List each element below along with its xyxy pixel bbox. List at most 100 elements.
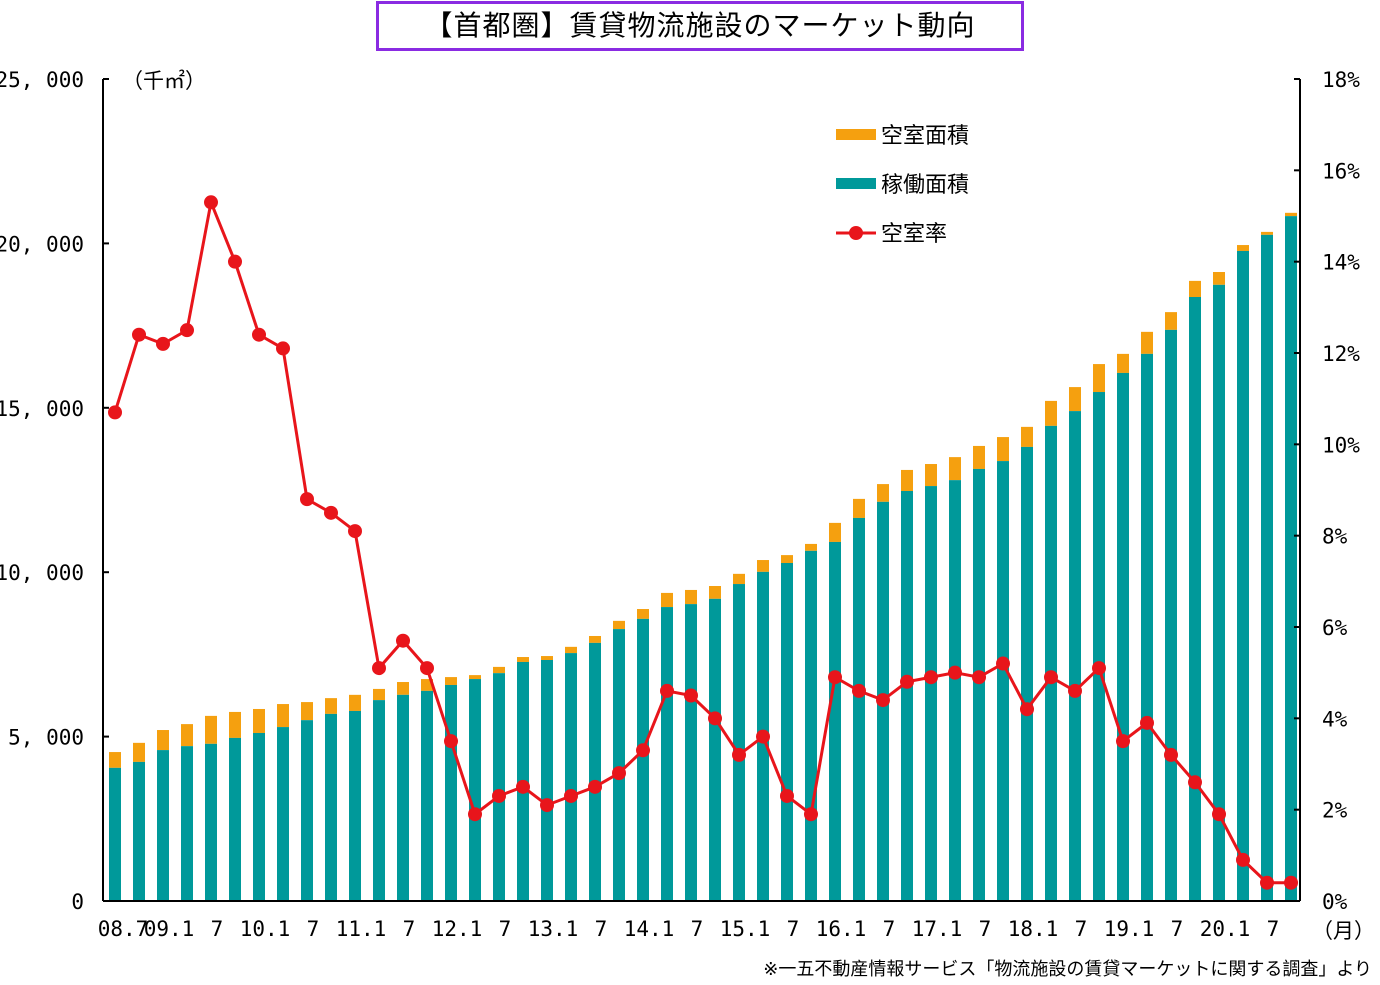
bar-occupied-area [637,618,649,901]
vacancy-rate-point [372,661,386,676]
vacancy-rate-point [612,766,626,781]
bar-vacant-area [1189,280,1201,297]
vacancy-rate-point [756,729,770,744]
vacancy-rate-point [828,670,842,685]
bar-occupied-area [997,461,1009,901]
bar-occupied-area [421,690,433,901]
bar-occupied-area [397,694,409,901]
bar-vacant-area [637,609,649,619]
vacancy-rate-point [444,734,458,749]
x-tick-label: 13.1 [528,917,579,941]
vacancy-rate-point [1140,715,1154,730]
legend-label-vacant: 空室面積 [881,124,969,149]
bar-vacant-area [805,543,817,551]
bar-vacant-area [757,560,769,572]
left-tick-label: 20, 000 [0,232,84,256]
bar-vacant-area [973,445,985,469]
legend: 空室面積 稼働面積 空室率 [836,124,969,247]
vacancy-rate-point [732,747,746,762]
bar-vacant-area [565,646,577,654]
bar-vacant-area [325,698,337,714]
bar-vacant-area [349,694,361,711]
bar-vacant-area [1141,331,1153,354]
x-tick-label: 11.1 [336,917,387,941]
bar-occupied-area [613,629,625,901]
bar-vacant-area [109,752,121,768]
bar-vacant-area [1045,400,1057,426]
bar-occupied-area [1141,353,1153,901]
bar-occupied-area [541,659,553,901]
bar-occupied-area [1021,446,1033,901]
vacancy-rate-point [228,254,242,269]
left-axis-unit: （千㎡） [122,69,206,93]
bar-occupied-area [349,710,361,901]
footnote: ※一五不動産情報サービス「物流施設の賃貸マーケットに関する調査」より [763,959,1372,980]
vacancy-rate-point [348,524,362,539]
vacancy-rate-point [708,711,722,726]
vacancy-rate-point [252,327,266,342]
bar-occupied-area [829,541,841,901]
x-axis-unit: （月） [1312,919,1375,943]
bar-occupied-area [1189,296,1201,901]
bar-occupied-area [133,761,145,901]
bar-vacant-area [1261,231,1273,235]
bar-occupied-area [157,750,169,901]
bar-vacant-area [133,742,145,762]
vacancy-rate-point [564,788,578,803]
legend-swatch-vacant [836,129,876,140]
vacancy-rate-point [1284,875,1298,890]
bar-vacant-area [733,573,745,585]
vacancy-rate-point [924,670,938,685]
vacancy-rate-point [420,661,434,676]
bar-occupied-area [253,732,265,901]
bar-vacant-area [469,675,481,680]
bar-vacant-area [229,711,241,738]
vacancy-rate-point [396,633,410,648]
x-tick-label: 15.1 [720,917,771,941]
bar-occupied-area [493,673,505,901]
bar-occupied-area [325,713,337,901]
bar-occupied-area [853,517,865,901]
x-tick-label: 7 [1075,917,1088,941]
vacancy-rate-point [540,798,554,813]
bar-occupied-area [445,684,457,901]
bar-occupied-area [949,480,961,901]
right-tick-label: 16% [1322,159,1360,183]
left-tick-label: 25, 000 [0,68,84,92]
bar-vacant-area [373,688,385,701]
vacancy-rate-point [1212,807,1226,822]
bar-vacant-area [1093,364,1105,393]
bar-vacant-area [1237,245,1249,251]
x-tick-label: 09.1 [144,917,195,941]
bar-occupied-area [301,720,313,901]
bar-vacant-area [613,620,625,630]
bar-occupied-area [1069,411,1081,901]
bar-vacant-area [301,702,313,721]
right-tick-label: 12% [1322,342,1360,366]
bar-vacant-area [709,586,721,599]
x-tick-label: 7 [883,917,896,941]
x-tick-label: 7 [211,917,224,941]
bar-occupied-area [973,468,985,901]
bar-occupied-area [901,490,913,901]
bar-occupied-area [469,679,481,901]
vacancy-rate-point [180,323,194,338]
vacancy-rate-point [1044,670,1058,685]
bar-occupied-area [805,550,817,901]
bar-occupied-area [181,746,193,901]
bar-vacant-area [277,704,289,728]
bar-vacant-area [685,589,697,605]
bar-vacant-area [517,657,529,662]
right-tick-label: 8% [1322,525,1348,549]
bar-vacant-area [589,635,601,643]
axes-group: 0 5, 000 10, 000 15, 000 20, 000 25, 000 0% 2% 4… [0,68,1360,941]
vacancy-rate-point [636,743,650,758]
bar-occupied-area [373,700,385,901]
vacancy-rate-point [1188,775,1202,790]
bar-vacant-area [181,724,193,747]
bar-occupied-area [277,727,289,901]
vacancy-rate-point [1236,852,1250,867]
bar-occupied-area [925,486,937,901]
vacancy-rate-point [780,788,794,803]
